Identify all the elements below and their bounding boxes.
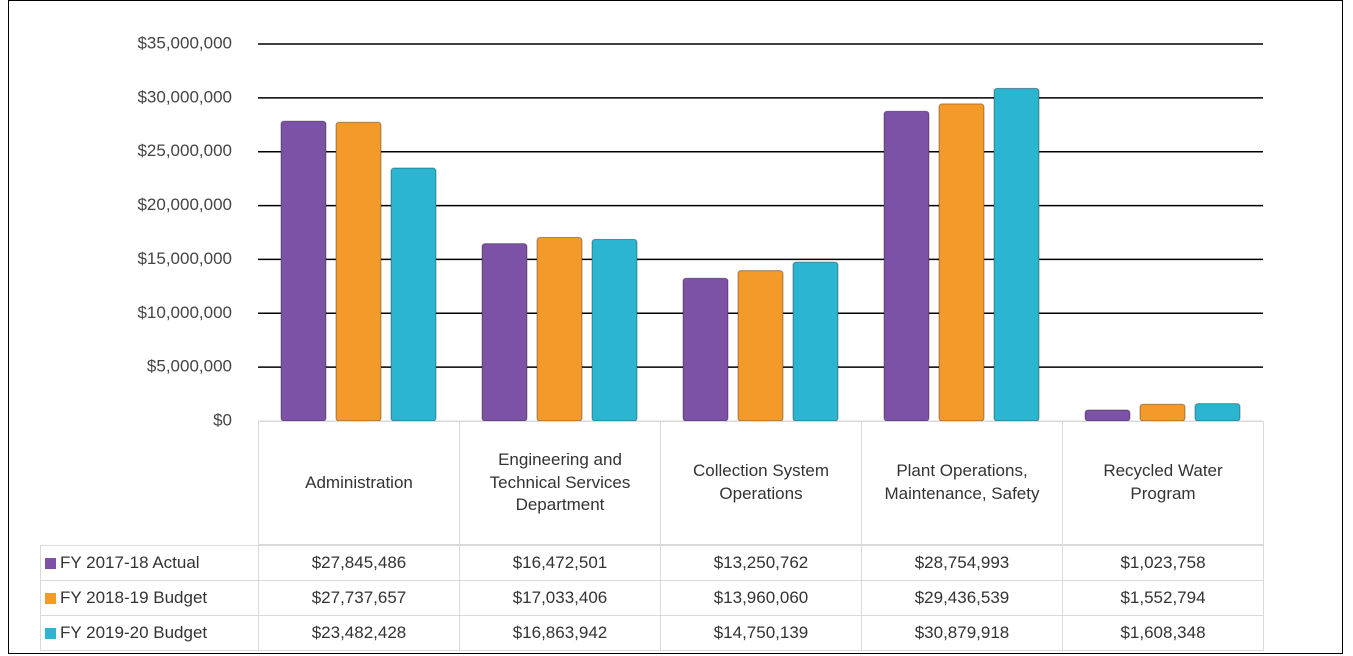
- legend-cell: FY 2019-20 Budget: [40, 615, 259, 651]
- y-tick-label: $15,000,000: [137, 249, 232, 268]
- legend-swatch: [45, 627, 56, 639]
- table-value: $29,436,539: [861, 580, 1063, 616]
- table-value: $16,472,501: [459, 545, 661, 581]
- table-value: $14,750,139: [660, 615, 862, 651]
- y-tick-label: $5,000,000: [147, 357, 232, 376]
- category-cell: Engineering and Technical Services Depar…: [459, 421, 661, 545]
- table-value: $27,845,486: [258, 545, 460, 581]
- table-value: $1,608,348: [1062, 615, 1264, 651]
- category-cell: Administration: [258, 421, 460, 545]
- table-value: $30,879,918: [861, 615, 1063, 651]
- chart-frame: [8, 0, 1343, 654]
- legend-label: FY 2019-20 Budget: [60, 622, 208, 642]
- y-tick-label: $0: [213, 410, 232, 429]
- y-tick-label: $35,000,000: [137, 33, 232, 52]
- bar: [280, 120, 327, 422]
- table-value: $17,033,406: [459, 580, 661, 616]
- legend-cell: FY 2017-18 Actual: [40, 545, 259, 581]
- legend-cell: FY 2018-19 Budget: [40, 580, 259, 616]
- table-value: $1,552,794: [1062, 580, 1264, 616]
- table-value: $13,960,060: [660, 580, 862, 616]
- y-tick-label: $20,000,000: [137, 195, 232, 214]
- legend-swatch: [45, 592, 56, 604]
- table-value: $28,754,993: [861, 545, 1063, 581]
- bar: [1084, 409, 1131, 422]
- table-value: $27,737,657: [258, 580, 460, 616]
- bar: [737, 270, 784, 422]
- bar: [883, 110, 930, 422]
- legend-label: FY 2018-19 Budget: [60, 587, 208, 607]
- bar: [1139, 403, 1186, 422]
- bar: [591, 238, 638, 422]
- x-tick-label: Engineering and Technical Services Depar…: [489, 449, 631, 515]
- bar: [938, 103, 985, 422]
- legend-swatch: [45, 557, 56, 569]
- bar: [390, 167, 437, 422]
- table-value: $16,863,942: [459, 615, 661, 651]
- bar: [993, 87, 1040, 422]
- bar: [792, 261, 839, 422]
- bar: [1194, 403, 1241, 422]
- legend-label: FY 2017-18 Actual: [60, 552, 200, 572]
- bar: [335, 121, 382, 422]
- y-tick-label: $30,000,000: [137, 87, 232, 106]
- category-cell: Collection System Operations: [660, 421, 862, 545]
- table-value: $23,482,428: [258, 615, 460, 651]
- x-tick-label: Collection System Operations: [692, 461, 830, 503]
- category-cell: Recycled Water Program: [1062, 421, 1264, 545]
- bar: [536, 237, 583, 422]
- category-cell: Plant Operations, Maintenance, Safety: [861, 421, 1063, 545]
- bar: [481, 243, 528, 422]
- y-tick-label: $25,000,000: [137, 141, 232, 160]
- bar: [682, 277, 729, 422]
- y-tick-label: $10,000,000: [137, 303, 232, 322]
- x-tick-label: Plant Operations, Maintenance, Safety: [884, 461, 1040, 503]
- x-tick-label: Recycled Water Program: [1103, 461, 1223, 503]
- table-value: $13,250,762: [660, 545, 862, 581]
- table-value: $1,023,758: [1062, 545, 1264, 581]
- x-tick-label: Administration: [305, 472, 413, 492]
